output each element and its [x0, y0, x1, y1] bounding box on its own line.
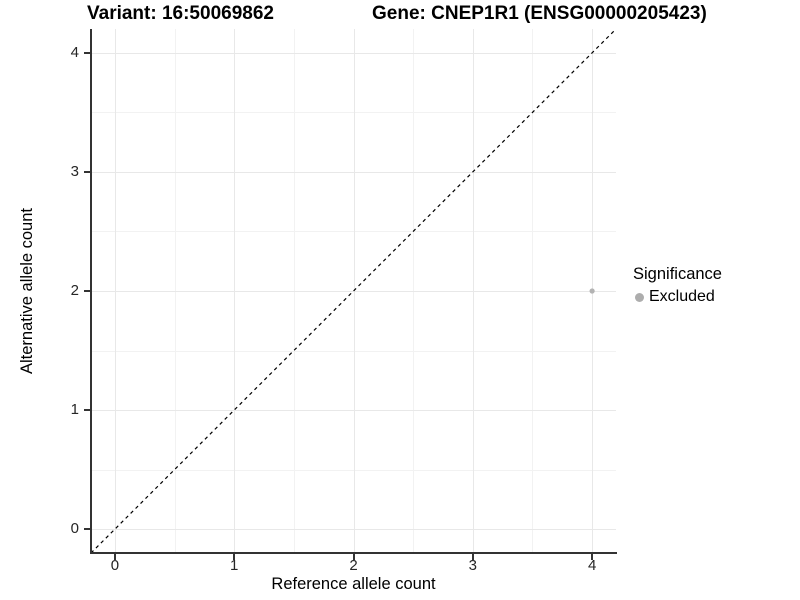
plot-panel [91, 29, 616, 553]
x-axis-tick-label: 3 [468, 557, 477, 574]
x-axis-line [90, 552, 617, 554]
identity-dashed-line [91, 29, 616, 553]
legend-point-swatch-icon [635, 292, 644, 302]
x-axis-tick [233, 554, 236, 560]
y-axis-tick-label: 2 [70, 282, 79, 299]
plot-title-gene: Gene: CNEP1R1 (ENSG00000205423) [372, 3, 707, 24]
y-axis-tick-label: 1 [70, 401, 79, 419]
legend: Significance Excluded [633, 264, 722, 306]
legend-item-label: Excluded [649, 288, 715, 305]
legend-item-excluded: Excluded [635, 288, 722, 306]
x-axis-tick [113, 554, 116, 560]
gridline-major-horizontal [91, 291, 616, 292]
y-axis-tick-label: 4 [70, 43, 79, 61]
x-axis-tick-label: 4 [587, 557, 597, 574]
y-axis-tick [84, 528, 90, 531]
y-axis-tick [84, 170, 90, 173]
plot-draw-layer [91, 29, 616, 553]
y-axis-tick-label: 0 [70, 520, 79, 538]
x-axis-title: Reference allele count [271, 575, 436, 593]
x-axis-tick [591, 554, 594, 560]
x-axis-tick-label: 2 [349, 557, 358, 574]
gridline-major-horizontal [91, 171, 616, 173]
y-axis-tick [84, 409, 90, 412]
y-axis-line [90, 29, 92, 554]
gridline-major-horizontal [91, 410, 616, 412]
plot-title-variant: Variant: 16:50069862 [87, 3, 274, 24]
y-axis-tick [84, 51, 90, 54]
x-axis-tick [471, 554, 474, 560]
gridline-major-horizontal [91, 529, 616, 531]
legend-title: Significance [633, 265, 722, 283]
x-axis-tick-label: 1 [230, 557, 239, 574]
y-axis-tick [84, 290, 90, 292]
y-axis-tick-label: 3 [70, 162, 79, 180]
x-axis-tick [352, 554, 355, 560]
x-axis-tick-label: 0 [110, 557, 120, 574]
gridline-major-horizontal [91, 52, 616, 54]
data-point [589, 288, 595, 294]
y-axis-title: Alternative allele count [18, 208, 36, 375]
